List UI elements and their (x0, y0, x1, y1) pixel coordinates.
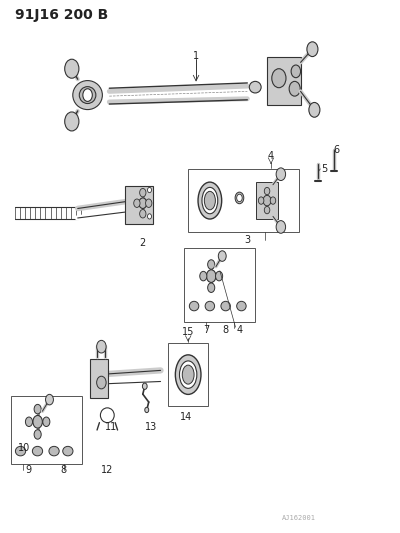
Text: 8: 8 (61, 465, 67, 474)
Ellipse shape (32, 446, 43, 456)
Circle shape (216, 271, 223, 281)
Ellipse shape (198, 182, 222, 219)
Circle shape (291, 65, 300, 78)
Circle shape (309, 102, 320, 117)
Text: 13: 13 (144, 422, 157, 432)
Circle shape (264, 188, 270, 195)
Circle shape (43, 417, 50, 426)
Text: 15: 15 (182, 327, 194, 337)
Ellipse shape (249, 82, 261, 93)
Bar (256, 182, 278, 219)
Circle shape (145, 407, 149, 413)
Ellipse shape (204, 191, 215, 210)
Circle shape (140, 209, 146, 218)
Circle shape (200, 271, 207, 281)
Text: 2: 2 (140, 238, 146, 248)
Circle shape (276, 168, 286, 181)
Circle shape (208, 260, 215, 269)
Text: 11: 11 (105, 422, 117, 432)
Circle shape (26, 417, 32, 426)
Circle shape (65, 59, 79, 78)
Ellipse shape (205, 301, 214, 311)
Text: 5: 5 (321, 164, 327, 174)
Text: 6: 6 (333, 146, 339, 156)
Circle shape (34, 430, 41, 439)
Circle shape (33, 415, 42, 428)
Circle shape (307, 42, 318, 56)
Text: 91J16 200 B: 91J16 200 B (15, 8, 108, 22)
Bar (168, 343, 208, 406)
Circle shape (148, 214, 152, 219)
Circle shape (134, 199, 140, 207)
Circle shape (276, 221, 286, 233)
Text: 7: 7 (203, 325, 209, 335)
Ellipse shape (180, 361, 197, 389)
Circle shape (97, 376, 106, 389)
Text: 14: 14 (180, 412, 192, 422)
Circle shape (289, 82, 300, 96)
Text: 9: 9 (25, 465, 32, 474)
Circle shape (148, 188, 152, 192)
Ellipse shape (63, 446, 73, 456)
Circle shape (272, 69, 286, 88)
Ellipse shape (79, 87, 96, 103)
Ellipse shape (202, 188, 218, 214)
Text: 4: 4 (236, 325, 242, 335)
Circle shape (264, 206, 270, 214)
Ellipse shape (16, 446, 26, 456)
Ellipse shape (73, 80, 102, 110)
Circle shape (65, 112, 79, 131)
Circle shape (146, 199, 152, 207)
Circle shape (142, 383, 147, 390)
Text: 10: 10 (18, 443, 30, 454)
Circle shape (218, 251, 226, 261)
Circle shape (258, 197, 264, 204)
Circle shape (208, 283, 215, 293)
Bar (188, 169, 299, 232)
Circle shape (270, 197, 276, 204)
Bar (11, 395, 82, 464)
Text: 1: 1 (193, 51, 199, 61)
Ellipse shape (182, 365, 194, 384)
Text: 8: 8 (222, 325, 229, 335)
Ellipse shape (49, 446, 59, 456)
Ellipse shape (237, 194, 242, 201)
Bar (184, 248, 255, 322)
Ellipse shape (237, 301, 246, 311)
Text: AJ162001: AJ162001 (282, 515, 316, 521)
Circle shape (83, 89, 92, 101)
Circle shape (34, 405, 41, 414)
Bar (90, 359, 108, 398)
Ellipse shape (175, 355, 201, 394)
Circle shape (263, 195, 271, 206)
Ellipse shape (189, 301, 199, 311)
Circle shape (139, 198, 147, 208)
Ellipse shape (221, 301, 230, 311)
Circle shape (206, 270, 216, 282)
Bar (125, 187, 153, 224)
Text: 4: 4 (268, 151, 274, 161)
Circle shape (46, 394, 54, 405)
Circle shape (140, 189, 146, 197)
Text: 3: 3 (244, 235, 250, 245)
Circle shape (97, 341, 106, 353)
Ellipse shape (235, 192, 244, 204)
Text: 12: 12 (101, 465, 114, 474)
Bar (267, 57, 300, 104)
